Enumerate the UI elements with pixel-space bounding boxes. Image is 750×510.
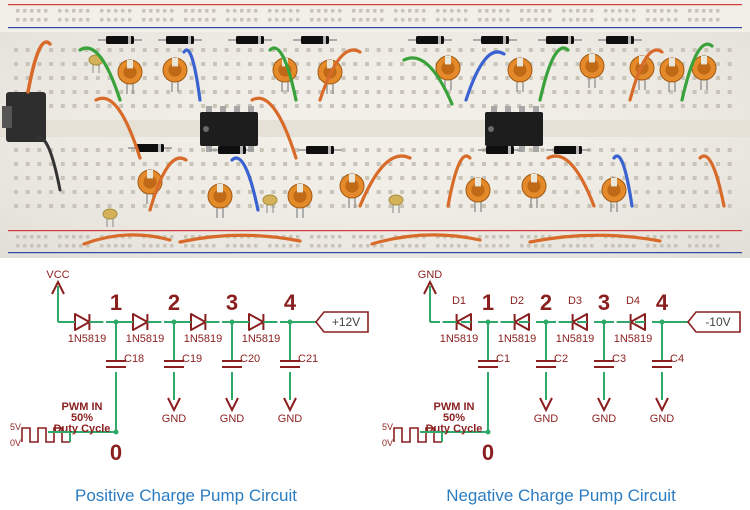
svg-text:4: 4	[656, 290, 669, 315]
svg-text:D4: D4	[626, 295, 640, 307]
breadboard-photo	[0, 0, 750, 258]
svg-text:0: 0	[110, 440, 122, 465]
svg-text:1N5819: 1N5819	[498, 333, 537, 345]
svg-text:C2: C2	[554, 353, 568, 365]
svg-text:C18: C18	[124, 353, 144, 365]
svg-text:VCC: VCC	[46, 269, 69, 281]
svg-text:4: 4	[284, 290, 297, 315]
svg-text:GND: GND	[162, 413, 187, 425]
svg-text:GND: GND	[220, 413, 245, 425]
svg-text:2: 2	[540, 290, 552, 315]
svg-text:3: 3	[226, 290, 238, 315]
svg-text:0V: 0V	[10, 438, 21, 448]
positive-caption: Positive Charge Pump Circuit	[0, 486, 372, 506]
negative-schematic: GND D1 1N5819 D2 1N5819 D3 1N5819 D4 1N5819 -10V 1…	[372, 258, 750, 510]
svg-text:1N5819: 1N5819	[184, 333, 223, 345]
svg-text:D3: D3	[568, 295, 582, 307]
svg-text:5V: 5V	[382, 422, 393, 432]
svg-text:GND: GND	[278, 413, 303, 425]
svg-text:5V: 5V	[10, 422, 21, 432]
svg-text:C20: C20	[240, 353, 260, 365]
svg-text:-10V: -10V	[705, 315, 730, 329]
svg-text:1: 1	[482, 290, 494, 315]
positive-schematic: VCC 1N5819 1N5819 1N5819 1N5819 +12V 1 C18 2 C19 G…	[0, 258, 372, 510]
svg-text:1N5819: 1N5819	[242, 333, 281, 345]
svg-text:GND: GND	[650, 413, 675, 425]
svg-text:0V: 0V	[382, 438, 393, 448]
svg-text:GND: GND	[418, 269, 443, 281]
schematics-area: VCC 1N5819 1N5819 1N5819 1N5819 +12V 1 C18 2 C19 G…	[0, 258, 750, 510]
svg-text:+12V: +12V	[332, 315, 360, 329]
svg-text:0: 0	[482, 440, 494, 465]
svg-text:C4: C4	[670, 353, 684, 365]
svg-text:3: 3	[598, 290, 610, 315]
svg-text:1N5819: 1N5819	[556, 333, 595, 345]
svg-text:GND: GND	[534, 413, 559, 425]
svg-text:GND: GND	[592, 413, 617, 425]
negative-caption: Negative Charge Pump Circuit	[372, 486, 750, 506]
svg-text:1N5819: 1N5819	[440, 333, 479, 345]
svg-text:2: 2	[168, 290, 180, 315]
svg-text:1N5819: 1N5819	[614, 333, 653, 345]
svg-text:D1: D1	[452, 295, 466, 307]
svg-text:1N5819: 1N5819	[68, 333, 107, 345]
svg-text:D2: D2	[510, 295, 524, 307]
svg-text:C19: C19	[182, 353, 202, 365]
svg-text:1: 1	[110, 290, 122, 315]
svg-text:C1: C1	[496, 353, 510, 365]
svg-text:C3: C3	[612, 353, 626, 365]
svg-text:1N5819: 1N5819	[126, 333, 165, 345]
svg-text:C21: C21	[298, 353, 318, 365]
